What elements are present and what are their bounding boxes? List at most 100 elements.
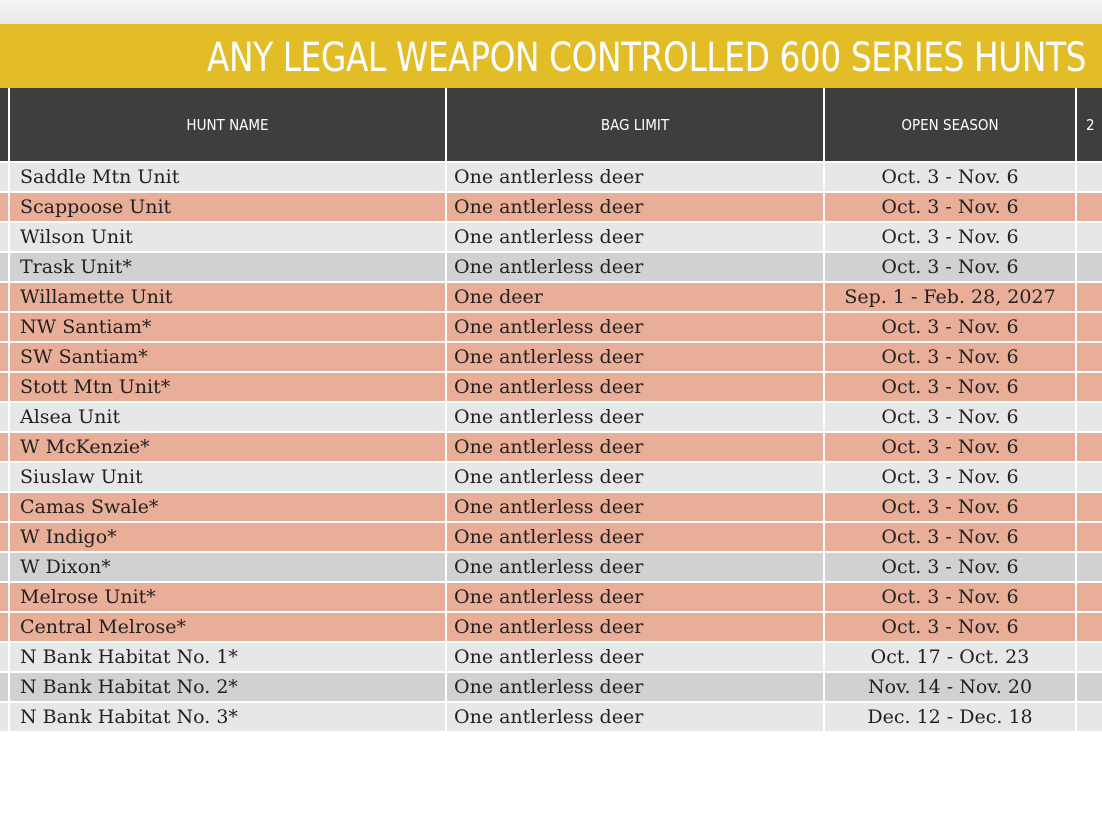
row-separator xyxy=(0,161,1102,163)
hunt-name-cell: Central Melrose* xyxy=(20,616,186,638)
open-season-cell: Oct. 3 - Nov. 6 xyxy=(881,346,1019,368)
table-row: W Indigo* One antlerless deer Oct. 3 - Nov… xyxy=(0,523,1102,551)
open-season-cell: Oct. 3 - Nov. 6 xyxy=(881,466,1019,488)
hunt-name-cell: Trask Unit* xyxy=(20,256,132,278)
hunt-name-cell: W Indigo* xyxy=(20,526,117,548)
bag-limit-cell: One antlerless deer xyxy=(454,196,644,218)
hunt-name-cell: Alsea Unit xyxy=(20,406,121,428)
open-season-cell: Sep. 1 - Feb. 28, 2027 xyxy=(844,286,1056,308)
row-separator xyxy=(0,281,1102,283)
table-row: Trask Unit* One antlerless deer Oct. 3 - N… xyxy=(0,253,1102,281)
header-edge-cell xyxy=(0,88,8,161)
open-season-cell: Oct. 3 - Nov. 6 xyxy=(881,436,1019,458)
header-bag-limit: BAG LIMIT xyxy=(600,116,670,134)
open-season-cell: Oct. 17 - Oct. 23 xyxy=(870,646,1030,668)
row-separator xyxy=(0,581,1102,583)
hunt-name-cell: SW Santiam* xyxy=(20,346,148,368)
row-separator xyxy=(0,371,1102,373)
table-row: Stott Mtn Unit* One antlerless deer Oct. 3… xyxy=(0,373,1102,401)
title-bar: ANY LEGAL WEAPON CONTROLLED 600 SERIES H… xyxy=(0,24,1102,88)
row-separator xyxy=(0,551,1102,553)
row-separator xyxy=(0,521,1102,523)
open-season-cell: Oct. 3 - Nov. 6 xyxy=(881,586,1019,608)
open-season-cell: Oct. 3 - Nov. 6 xyxy=(881,616,1019,638)
table-row: Melrose Unit* One antlerless deer Oct. 3 -… xyxy=(0,583,1102,611)
hunt-name-cell: Camas Swale* xyxy=(20,496,159,518)
hunt-name-cell: N Bank Habitat No. 1* xyxy=(20,646,238,668)
hunt-name-cell: NW Santiam* xyxy=(20,316,152,338)
bag-limit-cell: One antlerless deer xyxy=(454,616,644,638)
column-divider xyxy=(8,88,10,839)
table-row: Central Melrose* One antlerless deer Oct. … xyxy=(0,613,1102,641)
row-separator xyxy=(0,671,1102,673)
table-row: N Bank Habitat No. 3* One antlerless deer… xyxy=(0,703,1102,731)
hunt-name-cell: Stott Mtn Unit* xyxy=(20,376,171,398)
open-season-cell: Dec. 12 - Dec. 18 xyxy=(867,706,1033,728)
open-season-cell: Oct. 3 - Nov. 6 xyxy=(881,406,1019,428)
row-separator xyxy=(0,401,1102,403)
table-row: Camas Swale* One antlerless deer Oct. 3 - … xyxy=(0,493,1102,521)
open-season-cell: Oct. 3 - Nov. 6 xyxy=(881,526,1019,548)
bag-limit-cell: One antlerless deer xyxy=(454,376,644,398)
bag-limit-cell: One antlerless deer xyxy=(454,466,644,488)
row-separator xyxy=(0,311,1102,313)
bag-limit-cell: One antlerless deer xyxy=(454,436,644,458)
bag-limit-cell: One antlerless deer xyxy=(454,256,644,278)
hunt-name-cell: Scappoose Unit xyxy=(20,196,172,218)
open-season-cell: Oct. 3 - Nov. 6 xyxy=(881,226,1019,248)
table-row: SW Santiam* One antlerless deer Oct. 3 - N… xyxy=(0,343,1102,371)
hunt-name-cell: Wilson Unit xyxy=(20,226,133,248)
open-season-cell: Nov. 14 - Nov. 20 xyxy=(867,676,1033,698)
bag-limit-cell: One antlerless deer xyxy=(454,646,644,668)
table-row: Saddle Mtn Unit One antlerless deer Oct. 3… xyxy=(0,163,1102,191)
row-separator xyxy=(0,221,1102,223)
table-row: Willamette Unit One deer Sep. 1 - Feb. 28,… xyxy=(0,283,1102,311)
bag-limit-cell: One antlerless deer xyxy=(454,346,644,368)
open-season-cell: Oct. 3 - Nov. 6 xyxy=(881,496,1019,518)
row-separator xyxy=(0,341,1102,343)
hunt-name-cell: Saddle Mtn Unit xyxy=(20,166,180,188)
table-row: Wilson Unit One antlerless deer Oct. 3 - N… xyxy=(0,223,1102,251)
hunt-name-cell: N Bank Habitat No. 3* xyxy=(20,706,238,728)
hunt-name-cell: Willamette Unit xyxy=(20,286,173,308)
header-hunt-name: HUNT NAME xyxy=(186,116,269,134)
row-separator xyxy=(0,611,1102,613)
open-season-cell: Oct. 3 - Nov. 6 xyxy=(881,316,1019,338)
hunt-name-cell: N Bank Habitat No. 2* xyxy=(20,676,238,698)
bag-limit-cell: One antlerless deer xyxy=(454,166,644,188)
table-row: W McKenzie* One antlerless deer Oct. 3 - N… xyxy=(0,433,1102,461)
bag-limit-cell: One antlerless deer xyxy=(454,526,644,548)
bag-limit-cell: One antlerless deer xyxy=(454,556,644,578)
bag-limit-cell: One antlerless deer xyxy=(454,316,644,338)
table-header-row: HUNT NAME BAG LIMIT OPEN SEASON 2 xyxy=(0,88,1102,161)
header-truncated-column: 2 xyxy=(1086,116,1095,134)
table-row: N Bank Habitat No. 2* One antlerless deer… xyxy=(0,673,1102,701)
table-row: Siuslaw Unit One antlerless deer Oct. 3 - … xyxy=(0,463,1102,491)
open-season-cell: Oct. 3 - Nov. 6 xyxy=(881,256,1019,278)
table-row: N Bank Habitat No. 1* One antlerless deer… xyxy=(0,643,1102,671)
row-separator xyxy=(0,641,1102,643)
page-top-strip xyxy=(0,0,1102,24)
table-row: Alsea Unit One antlerless deer Oct. 3 - No… xyxy=(0,403,1102,431)
column-divider xyxy=(1075,88,1077,839)
hunts-table: HUNT NAME BAG LIMIT OPEN SEASON 2 Saddle… xyxy=(0,88,1102,839)
row-separator xyxy=(0,191,1102,193)
hunt-name-cell: Siuslaw Unit xyxy=(20,466,143,488)
bag-limit-cell: One antlerless deer xyxy=(454,226,644,248)
row-separator xyxy=(0,701,1102,703)
hunt-name-cell: W Dixon* xyxy=(20,556,111,578)
hunt-name-cell: W McKenzie* xyxy=(20,436,150,458)
bag-limit-cell: One antlerless deer xyxy=(454,406,644,428)
bag-limit-cell: One deer xyxy=(454,286,543,308)
hunt-name-cell: Melrose Unit* xyxy=(20,586,156,608)
bag-limit-cell: One antlerless deer xyxy=(454,496,644,518)
open-season-cell: Oct. 3 - Nov. 6 xyxy=(881,556,1019,578)
table-row: Scappoose Unit One antlerless deer Oct. 3 … xyxy=(0,193,1102,221)
column-divider xyxy=(445,88,447,839)
open-season-cell: Oct. 3 - Nov. 6 xyxy=(881,376,1019,398)
row-separator xyxy=(0,491,1102,493)
bag-limit-cell: One antlerless deer xyxy=(454,706,644,728)
column-divider xyxy=(823,88,825,839)
open-season-cell: Oct. 3 - Nov. 6 xyxy=(881,166,1019,188)
row-separator xyxy=(0,431,1102,433)
